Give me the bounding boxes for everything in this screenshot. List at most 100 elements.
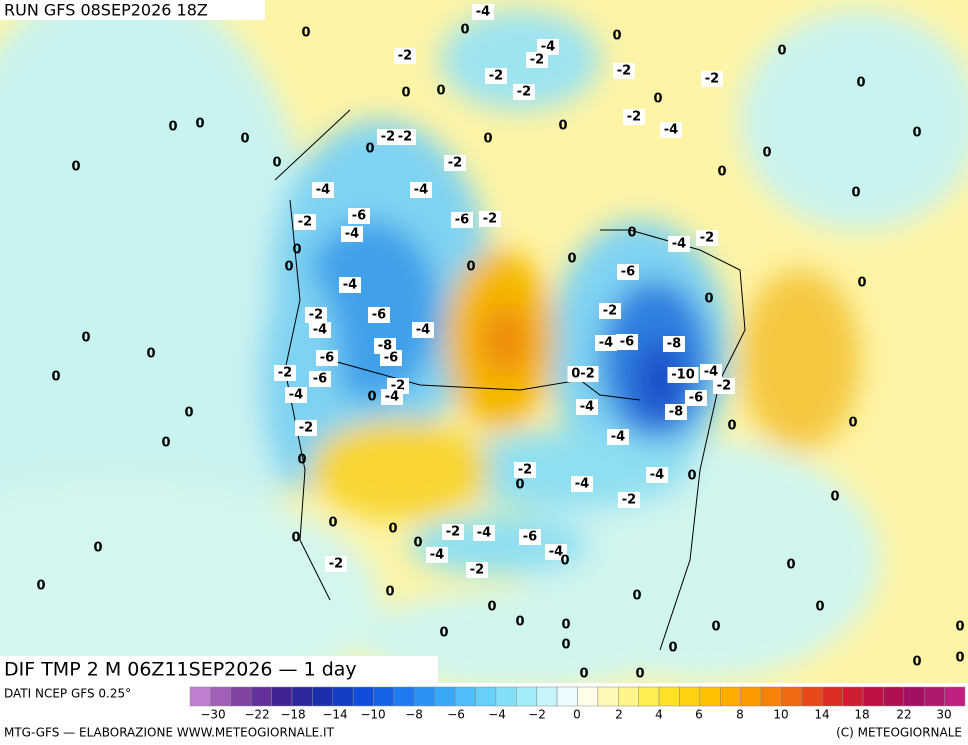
scale-label: −30 <box>200 708 225 722</box>
label-box <box>537 39 559 55</box>
scale-label: −8 <box>405 708 423 722</box>
contour-label: 0 <box>558 119 567 134</box>
contour-label: -6 <box>455 213 469 228</box>
contour-label: 0-2 <box>571 367 595 382</box>
scale-label: 10 <box>773 708 788 722</box>
contour-label: 0 <box>436 84 445 99</box>
contour-label: 0 <box>301 26 310 41</box>
contour-label: 0 <box>777 44 786 59</box>
scale-swatch <box>516 686 537 707</box>
scale-swatch <box>475 686 497 707</box>
label-box <box>285 387 307 403</box>
contour-label: 0 <box>711 620 720 635</box>
contour-label: 0 <box>704 292 713 307</box>
contour-label: 0 <box>487 600 496 615</box>
contour-label: 0 <box>413 536 422 551</box>
label-box <box>513 84 535 100</box>
scale-swatch <box>373 686 395 707</box>
contour-label: 0 <box>612 29 621 44</box>
scale-swatch <box>760 686 782 707</box>
contour-label: -6 <box>620 335 634 350</box>
title-box <box>0 656 438 683</box>
contour-label: -4 <box>672 237 686 252</box>
contour-label: 0 <box>460 23 469 38</box>
label-box <box>595 335 617 351</box>
label-box <box>380 350 402 366</box>
contour-label: -4 <box>611 430 625 445</box>
contour-label: -2 <box>448 156 462 171</box>
contour-label: 0 <box>727 419 736 434</box>
label-box <box>295 420 317 436</box>
contour-label: 0 <box>786 558 795 573</box>
contour-label: 0 <box>168 120 177 135</box>
label-box <box>526 52 548 68</box>
contour-label: 0 <box>668 641 677 656</box>
scale-swatch <box>454 686 476 707</box>
label-box <box>685 390 707 406</box>
contour-label: -4 <box>650 468 664 483</box>
label-box <box>485 68 507 84</box>
contour-label: 0 <box>856 76 865 91</box>
contour-label: 0 <box>632 589 641 604</box>
contour-label: -2 <box>299 421 313 436</box>
label-box <box>696 230 718 246</box>
scale-swatch <box>658 686 680 707</box>
contour-label: -2 <box>517 85 531 100</box>
scale-label: 8 <box>736 708 744 722</box>
scale-swatch <box>352 686 374 707</box>
label-box <box>616 334 638 350</box>
label-box <box>451 212 473 228</box>
scale-swatch <box>312 686 334 707</box>
contour-label: 0 <box>561 638 570 653</box>
scale-swatch <box>883 686 905 707</box>
contour-label: 0 <box>51 370 60 385</box>
contour-label: -2 <box>622 493 636 508</box>
scale-label: 18 <box>854 708 869 722</box>
run-box <box>0 0 265 20</box>
scale-swatch <box>618 686 639 707</box>
scale-swatch <box>230 686 252 707</box>
contour-label: 0 <box>388 522 397 537</box>
contour-label: -2 <box>627 110 641 125</box>
contour-label: -4 <box>345 227 359 242</box>
scale-swatch <box>821 686 843 707</box>
label-box <box>660 122 682 138</box>
scale-swatch <box>944 686 966 707</box>
contour-label: -10 <box>671 368 695 383</box>
contour-label: 0 <box>830 490 839 505</box>
label-box <box>713 378 735 394</box>
contour-label: -6 <box>621 265 635 280</box>
contour-label: -4 <box>316 183 330 198</box>
label-box <box>599 303 621 319</box>
label-box <box>519 529 541 545</box>
contour-label: -2 <box>489 69 503 84</box>
contour-label: 0 <box>567 252 576 267</box>
label-box <box>348 208 370 224</box>
contour-label: 0 <box>851 186 860 201</box>
contour-label: 0 <box>762 146 771 161</box>
run-text: RUN GFS 08SEP2026 18Z <box>4 1 208 20</box>
scale-swatch <box>210 686 232 707</box>
contour-label: 0 <box>284 260 293 275</box>
scale-swatch <box>495 686 517 707</box>
scale-label: −6 <box>447 708 465 722</box>
contour-label: 0 <box>385 585 394 600</box>
contour-label: -6 <box>372 308 386 323</box>
contour-label: -2 <box>298 215 312 230</box>
contour-label: 0 <box>71 160 80 175</box>
contour-label: 0 <box>291 531 300 546</box>
contour-label: 0 <box>687 469 696 484</box>
label-box <box>466 562 488 578</box>
label-box <box>394 129 416 145</box>
label-box <box>667 367 699 383</box>
label-box <box>412 322 434 338</box>
label-box <box>316 350 338 366</box>
label-box <box>576 399 598 415</box>
contour-label: -2 <box>617 64 631 79</box>
scale-swatch <box>720 686 741 707</box>
scale-swatch <box>679 686 701 707</box>
contour-label: -4 <box>477 526 491 541</box>
contour-label: 0 <box>195 117 204 132</box>
contour-label: -6 <box>352 209 366 224</box>
